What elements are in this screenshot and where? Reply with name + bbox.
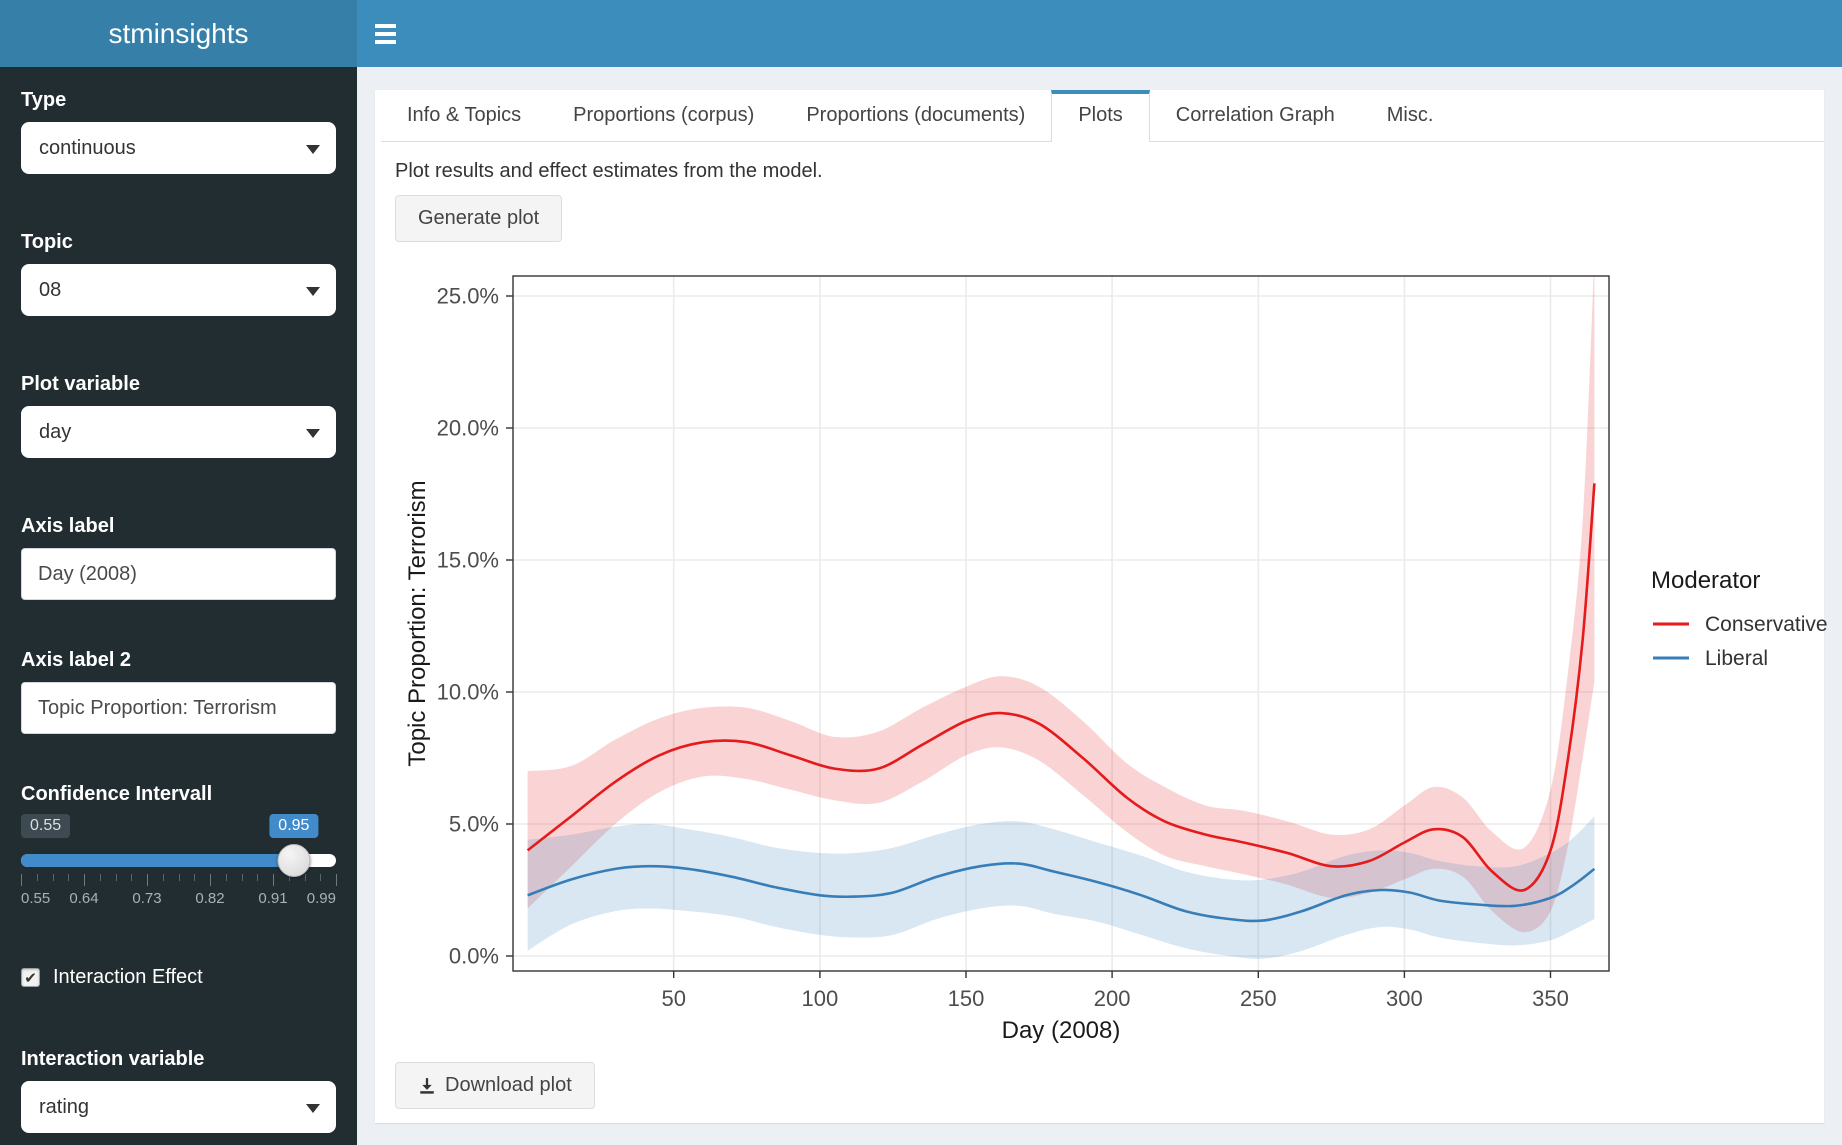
tab-proportions-corpus[interactable]: Proportions (corpus) — [547, 90, 780, 141]
slider-tick — [147, 874, 148, 886]
slider-tick — [179, 874, 180, 881]
slider-tick — [305, 874, 306, 881]
chevron-down-icon — [306, 1104, 320, 1113]
interaction-variable-select[interactable]: rating — [21, 1081, 336, 1133]
type-group: Type continuous — [21, 89, 336, 174]
svg-text:15.0%: 15.0% — [437, 548, 499, 573]
tab-plots[interactable]: Plots — [1051, 90, 1149, 142]
svg-text:Conservative: Conservative — [1705, 613, 1828, 636]
slider-tick — [100, 874, 101, 881]
slider-filled-bar — [21, 854, 294, 867]
axis-label-label: Axis label — [21, 515, 336, 538]
sidebar: Type continuous Topic 08 Plot variable d… — [0, 67, 357, 1145]
svg-text:25.0%: 25.0% — [437, 284, 499, 309]
topic-select[interactable]: 08 — [21, 264, 336, 316]
sidebar-toggle-button[interactable] — [375, 0, 427, 67]
svg-text:Liberal: Liberal — [1705, 647, 1768, 670]
axis-label-group: Axis label — [21, 515, 336, 600]
confidence-interval-slider: 0.55 0.95 0.55 0.64 0.73 0.82 0.91 0.99 — [21, 814, 336, 909]
axis-label-input[interactable] — [21, 548, 336, 600]
svg-text:150: 150 — [948, 986, 985, 1011]
checkbox-check-icon: ✔ — [21, 968, 40, 987]
interaction-effect-checkbox[interactable]: ✔ Interaction Effect — [21, 966, 203, 989]
tab-box: Info & TopicsProportions (corpus)Proport… — [375, 90, 1824, 1123]
slider-tick — [37, 874, 38, 881]
svg-text:5.0%: 5.0% — [449, 812, 499, 837]
tab-bar: Info & TopicsProportions (corpus)Proport… — [381, 90, 1824, 142]
slider-tick — [242, 874, 243, 881]
header: stminsights — [0, 0, 1842, 67]
interaction-variable-label: Interaction variable — [21, 1048, 336, 1071]
plots-tab-panel: Plot results and effect estimates from t… — [375, 160, 1824, 1123]
generate-plot-button[interactable]: Generate plot — [395, 195, 562, 242]
type-select[interactable]: continuous — [21, 122, 336, 174]
tab-misc[interactable]: Misc. — [1361, 90, 1460, 141]
slider-grid-label: 0.73 — [132, 890, 161, 907]
slider-handle[interactable] — [277, 844, 310, 877]
svg-text:Day (2008): Day (2008) — [1002, 1017, 1121, 1044]
download-icon — [418, 1077, 436, 1095]
slider-tick — [131, 874, 132, 881]
chevron-down-icon — [306, 429, 320, 438]
svg-text:10.0%: 10.0% — [437, 680, 499, 705]
tab-info-topics[interactable]: Info & Topics — [381, 90, 547, 141]
slider-tick — [21, 874, 22, 886]
slider-tick — [320, 874, 321, 881]
slider-tick — [210, 874, 211, 886]
confidence-interval-group: Confidence Intervall 0.55 0.95 0.550.640… — [21, 783, 336, 909]
slider-grid-label: 0.91 — [258, 890, 287, 907]
topic-label: Topic — [21, 231, 336, 254]
interaction-variable-group: Interaction variable rating — [21, 1048, 336, 1133]
plot-variable-label: Plot variable — [21, 373, 336, 396]
slider-grid-label: 0.82 — [195, 890, 224, 907]
confidence-interval-label: Confidence Intervall — [21, 783, 336, 806]
slider-tick — [68, 874, 69, 881]
slider-value-label: 0.95 — [269, 814, 318, 838]
effect-plot: 0.0% 5.0% 10.0% 15.0% 20.0% 25.0% 50 100 150 200 2… — [395, 256, 1804, 1056]
effect-plot-svg: 0.0% 5.0% 10.0% 15.0% 20.0% 25.0% 50 100 150 200 2… — [395, 256, 1835, 1051]
panel-description: Plot results and effect estimates from t… — [395, 160, 1804, 183]
slider-tick — [53, 874, 54, 881]
slider-min-label: 0.55 — [21, 814, 70, 838]
axis-label-2-input[interactable] — [21, 682, 336, 734]
slider-tick — [84, 874, 85, 886]
svg-text:350: 350 — [1532, 986, 1569, 1011]
slider-tick — [336, 874, 337, 886]
slider-grid-label: 0.55 — [21, 890, 50, 907]
navbar — [357, 0, 1842, 67]
svg-text:200: 200 — [1094, 986, 1131, 1011]
chevron-down-icon — [306, 145, 320, 154]
tab-correlation-graph[interactable]: Correlation Graph — [1150, 90, 1361, 141]
slider-tick — [194, 874, 195, 881]
slider-tick — [163, 874, 164, 881]
topic-group: Topic 08 — [21, 231, 336, 316]
plot-variable-group: Plot variable day — [21, 373, 336, 458]
svg-text:Topic Proportion: Terrorism: Topic Proportion: Terrorism — [404, 480, 431, 766]
app-logo: stminsights — [0, 0, 357, 67]
svg-text:300: 300 — [1386, 986, 1423, 1011]
slider-grid-label: 0.64 — [69, 890, 98, 907]
slider-grid-label: 0.99 — [307, 890, 336, 907]
axis-label-2-group: Axis label 2 — [21, 649, 336, 734]
chevron-down-icon — [306, 287, 320, 296]
menu-icon — [375, 24, 396, 28]
download-plot-button[interactable]: Download plot — [395, 1062, 595, 1109]
interaction-effect-label: Interaction Effect — [53, 966, 203, 989]
slider-tick — [226, 874, 227, 881]
svg-text:20.0%: 20.0% — [437, 416, 499, 441]
svg-text:250: 250 — [1240, 986, 1277, 1011]
svg-text:50: 50 — [661, 986, 685, 1011]
tab-proportions-documents[interactable]: Proportions (documents) — [780, 90, 1051, 141]
svg-text:0.0%: 0.0% — [449, 944, 499, 969]
plot-variable-select[interactable]: day — [21, 406, 336, 458]
slider-tick — [257, 874, 258, 881]
svg-text:100: 100 — [802, 986, 839, 1011]
axis-label-2-label: Axis label 2 — [21, 649, 336, 672]
svg-text:Moderator: Moderator — [1651, 567, 1760, 594]
slider-tick — [116, 874, 117, 881]
slider-tick — [273, 874, 274, 886]
type-label: Type — [21, 89, 336, 112]
